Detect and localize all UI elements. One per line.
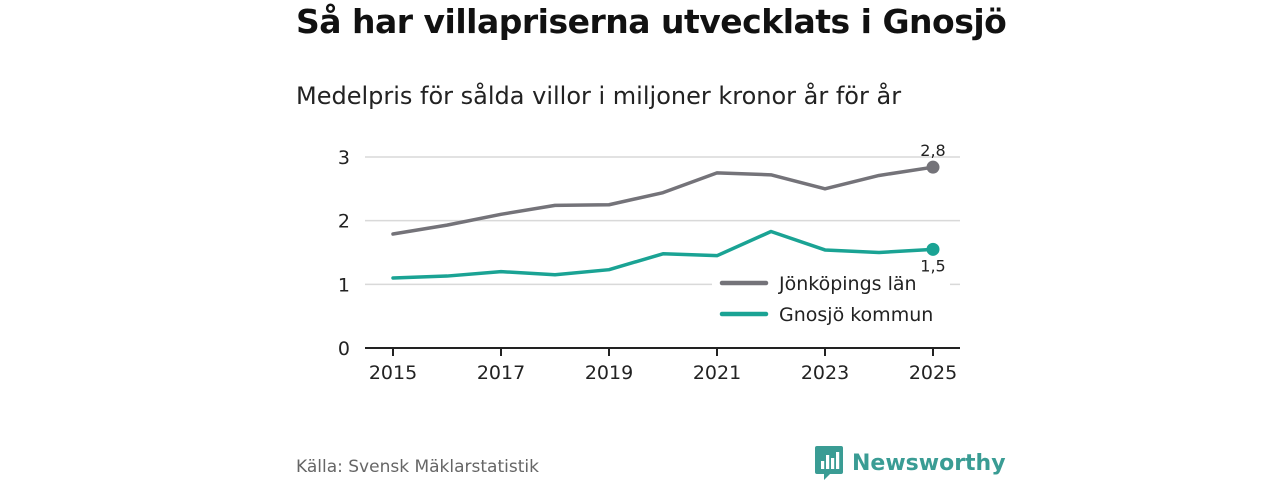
x-axis: 2015 2017 2019 2021 2023 2025 [365,347,960,384]
series-lines [391,160,940,280]
x-tick-label-2021: 2021 [693,362,741,384]
legend-label-series-jonkopings-lan: Jönköpings län [778,273,917,295]
series-jonkopings-lan-line [391,165,935,236]
y-tick-label-2: 2 [338,211,350,233]
x-tick-label-2015: 2015 [369,362,417,384]
y-tick-label-3: 3 [338,147,350,169]
legend: Jönköpings län Gnosjö kommun [712,266,950,332]
series-jonkopings-lan-end-marker [926,160,940,174]
series-gnosjo-kommun-end-marker [926,242,940,256]
chart-subtitle: Medelpris för sålda villor i miljoner kr… [296,82,902,110]
series-gnosjo-kommun-line [391,229,935,280]
newsworthy-logo[interactable]: Newsworthy [815,446,1006,480]
y-tick-label-1: 1 [338,274,350,296]
brand-name: Newsworthy [852,450,1006,476]
x-tick-label-2025: 2025 [909,362,957,384]
newsworthy-logo-icon [815,446,843,480]
legend-background [712,266,950,332]
end-labels: 2,8 1,5 [920,141,945,275]
y-tick-label-0: 0 [338,338,350,360]
x-tick-label-2023: 2023 [801,362,849,384]
legend-label-series-gnosjo-kommun: Gnosjö kommun [779,304,933,326]
x-tick-label-2019: 2019 [585,362,633,384]
chart-title: Så har villapriserna utvecklats i Gnosjö [296,2,1007,41]
end-label-jonkopings-lan: 2,8 [920,141,945,160]
end-label-gnosjo-kommun: 1,5 [920,256,945,275]
source-note: Källa: Svensk Mäklarstatistik [296,457,539,477]
y-axis-ticks: 0 1 2 3 [338,147,350,360]
x-tick-label-2017: 2017 [477,362,525,384]
